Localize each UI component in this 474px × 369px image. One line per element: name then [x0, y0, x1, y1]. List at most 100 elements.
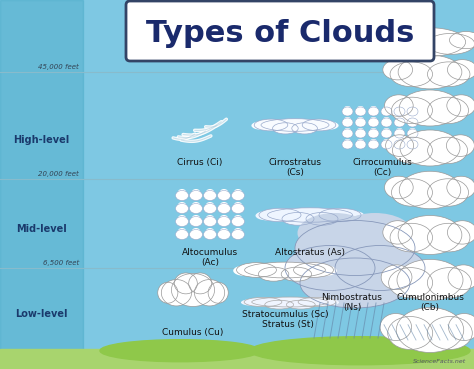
Ellipse shape — [392, 97, 432, 124]
Ellipse shape — [397, 259, 463, 301]
Ellipse shape — [178, 215, 186, 221]
Ellipse shape — [178, 189, 186, 195]
Text: Cirrostratus
(Cs): Cirrostratus (Cs) — [268, 158, 321, 177]
Ellipse shape — [383, 221, 412, 244]
Ellipse shape — [218, 230, 230, 239]
Ellipse shape — [319, 208, 361, 222]
Text: Low-level: Low-level — [15, 308, 68, 319]
Ellipse shape — [282, 213, 314, 225]
Ellipse shape — [357, 139, 364, 144]
Ellipse shape — [428, 268, 471, 298]
Ellipse shape — [192, 215, 200, 221]
Ellipse shape — [218, 190, 230, 200]
Ellipse shape — [399, 171, 461, 209]
Ellipse shape — [342, 129, 353, 138]
Bar — [0, 349, 474, 369]
Ellipse shape — [206, 202, 214, 208]
Ellipse shape — [206, 228, 214, 234]
Ellipse shape — [251, 121, 272, 130]
Ellipse shape — [381, 129, 392, 138]
Ellipse shape — [298, 213, 373, 253]
Ellipse shape — [206, 189, 214, 195]
Ellipse shape — [355, 140, 366, 149]
Ellipse shape — [178, 202, 186, 208]
Ellipse shape — [190, 203, 202, 214]
Ellipse shape — [192, 202, 200, 208]
Ellipse shape — [428, 223, 470, 252]
Ellipse shape — [231, 203, 245, 214]
Ellipse shape — [447, 135, 474, 156]
Ellipse shape — [396, 106, 403, 111]
Text: Mid-level: Mid-level — [16, 224, 67, 234]
Ellipse shape — [370, 128, 377, 133]
Ellipse shape — [254, 119, 288, 131]
Ellipse shape — [407, 140, 418, 149]
Ellipse shape — [241, 299, 264, 306]
Ellipse shape — [220, 215, 228, 221]
Ellipse shape — [161, 280, 191, 306]
Ellipse shape — [400, 130, 460, 166]
Ellipse shape — [255, 211, 281, 220]
Ellipse shape — [344, 128, 351, 133]
Text: 45,000 feet: 45,000 feet — [38, 64, 79, 70]
Ellipse shape — [261, 119, 329, 131]
Ellipse shape — [407, 107, 418, 116]
Ellipse shape — [377, 32, 410, 49]
Ellipse shape — [399, 90, 461, 126]
Ellipse shape — [388, 317, 433, 349]
Ellipse shape — [234, 228, 242, 234]
Ellipse shape — [398, 55, 462, 89]
Ellipse shape — [234, 215, 242, 221]
Ellipse shape — [158, 282, 178, 303]
Ellipse shape — [231, 190, 245, 200]
Ellipse shape — [175, 217, 189, 227]
Ellipse shape — [259, 208, 301, 222]
Ellipse shape — [368, 118, 379, 127]
Text: Cumulus (Cu): Cumulus (Cu) — [162, 328, 224, 337]
Ellipse shape — [407, 118, 418, 127]
Text: Cirrocumulus
(Cc): Cirrocumulus (Cc) — [352, 158, 412, 177]
Ellipse shape — [355, 118, 366, 127]
Ellipse shape — [394, 118, 405, 127]
Ellipse shape — [383, 128, 390, 133]
Ellipse shape — [355, 107, 366, 116]
Ellipse shape — [370, 139, 377, 144]
Ellipse shape — [394, 107, 405, 116]
Ellipse shape — [344, 117, 351, 122]
Text: Cirrus (Ci): Cirrus (Ci) — [177, 158, 223, 167]
Ellipse shape — [189, 273, 212, 294]
Ellipse shape — [292, 123, 318, 134]
Ellipse shape — [335, 245, 425, 290]
Ellipse shape — [273, 123, 298, 134]
Ellipse shape — [337, 213, 412, 253]
Ellipse shape — [344, 106, 351, 111]
Ellipse shape — [293, 263, 333, 277]
Ellipse shape — [370, 106, 377, 111]
Ellipse shape — [396, 117, 403, 122]
Ellipse shape — [409, 106, 416, 111]
Ellipse shape — [174, 273, 197, 294]
Ellipse shape — [175, 230, 189, 239]
Ellipse shape — [190, 217, 202, 227]
Ellipse shape — [357, 128, 364, 133]
Ellipse shape — [258, 267, 289, 281]
Ellipse shape — [252, 297, 328, 307]
Ellipse shape — [302, 119, 336, 131]
Ellipse shape — [428, 97, 468, 124]
Ellipse shape — [234, 189, 242, 195]
Ellipse shape — [380, 314, 411, 341]
Ellipse shape — [342, 140, 353, 149]
Ellipse shape — [392, 179, 432, 206]
Ellipse shape — [368, 107, 379, 116]
Ellipse shape — [409, 128, 416, 133]
Ellipse shape — [409, 117, 416, 122]
Ellipse shape — [381, 118, 392, 127]
Ellipse shape — [396, 139, 403, 144]
Ellipse shape — [313, 265, 337, 276]
Ellipse shape — [218, 217, 230, 227]
Ellipse shape — [175, 203, 189, 214]
Text: Altocumulus
(Ac): Altocumulus (Ac) — [182, 248, 238, 268]
Ellipse shape — [368, 140, 379, 149]
Ellipse shape — [447, 176, 474, 199]
Ellipse shape — [383, 60, 412, 80]
